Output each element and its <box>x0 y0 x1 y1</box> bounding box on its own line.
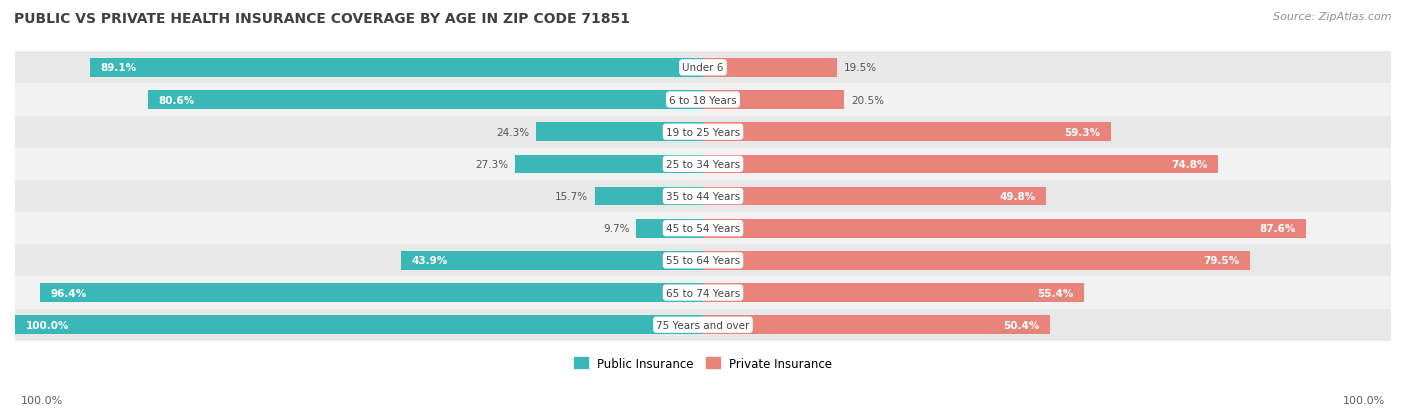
Bar <box>703 316 1050 334</box>
Bar <box>515 155 703 174</box>
Text: Source: ZipAtlas.com: Source: ZipAtlas.com <box>1274 12 1392 22</box>
Bar <box>15 244 1391 277</box>
Text: PUBLIC VS PRIVATE HEALTH INSURANCE COVERAGE BY AGE IN ZIP CODE 71851: PUBLIC VS PRIVATE HEALTH INSURANCE COVER… <box>14 12 630 26</box>
Text: 43.9%: 43.9% <box>412 256 447 266</box>
Text: 19 to 25 Years: 19 to 25 Years <box>666 127 740 138</box>
Bar <box>703 187 1046 206</box>
Text: 55 to 64 Years: 55 to 64 Years <box>666 256 740 266</box>
Text: 20.5%: 20.5% <box>851 95 884 105</box>
Bar <box>15 316 703 334</box>
Text: 96.4%: 96.4% <box>51 288 86 298</box>
Text: 55.4%: 55.4% <box>1038 288 1074 298</box>
Text: Under 6: Under 6 <box>682 63 724 73</box>
Bar <box>536 123 703 142</box>
Text: 50.4%: 50.4% <box>1002 320 1039 330</box>
Bar <box>15 213 1391 244</box>
Text: 89.1%: 89.1% <box>100 63 136 73</box>
Bar <box>15 180 1391 213</box>
Bar <box>703 219 1306 238</box>
Bar <box>703 91 844 109</box>
Bar <box>703 284 1084 302</box>
Bar <box>149 91 703 109</box>
Text: 100.0%: 100.0% <box>21 395 63 405</box>
Text: 79.5%: 79.5% <box>1204 256 1240 266</box>
Bar <box>15 309 1391 341</box>
Legend: Public Insurance, Private Insurance: Public Insurance, Private Insurance <box>574 357 832 370</box>
Text: 9.7%: 9.7% <box>603 224 630 234</box>
Bar <box>39 284 703 302</box>
Bar <box>15 84 1391 116</box>
Text: 59.3%: 59.3% <box>1064 127 1101 138</box>
Bar <box>401 252 703 270</box>
Text: 24.3%: 24.3% <box>496 127 529 138</box>
Bar <box>15 277 1391 309</box>
Bar <box>703 155 1218 174</box>
Text: 65 to 74 Years: 65 to 74 Years <box>666 288 740 298</box>
Text: 80.6%: 80.6% <box>159 95 195 105</box>
Bar <box>15 148 1391 180</box>
Bar <box>15 116 1391 148</box>
Text: 87.6%: 87.6% <box>1258 224 1295 234</box>
Text: 100.0%: 100.0% <box>1343 395 1385 405</box>
Text: 49.8%: 49.8% <box>1000 192 1035 202</box>
Text: 19.5%: 19.5% <box>844 63 877 73</box>
Text: 35 to 44 Years: 35 to 44 Years <box>666 192 740 202</box>
Text: 25 to 34 Years: 25 to 34 Years <box>666 159 740 169</box>
Text: 6 to 18 Years: 6 to 18 Years <box>669 95 737 105</box>
Bar <box>637 219 703 238</box>
Text: 27.3%: 27.3% <box>475 159 509 169</box>
Text: 15.7%: 15.7% <box>555 192 588 202</box>
Bar <box>703 252 1250 270</box>
Text: 45 to 54 Years: 45 to 54 Years <box>666 224 740 234</box>
Bar <box>703 123 1111 142</box>
Text: 75 Years and over: 75 Years and over <box>657 320 749 330</box>
Bar <box>595 187 703 206</box>
Text: 74.8%: 74.8% <box>1171 159 1208 169</box>
Bar <box>703 59 837 78</box>
Bar <box>90 59 703 78</box>
Bar <box>15 52 1391 84</box>
Text: 100.0%: 100.0% <box>25 320 69 330</box>
